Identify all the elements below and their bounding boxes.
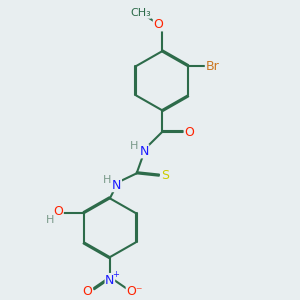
Text: O: O bbox=[184, 126, 194, 139]
Text: O: O bbox=[53, 205, 63, 218]
Text: O⁻: O⁻ bbox=[126, 285, 143, 298]
Text: N: N bbox=[140, 145, 149, 158]
Text: H: H bbox=[103, 175, 111, 185]
Text: N: N bbox=[112, 178, 122, 192]
Text: S: S bbox=[161, 169, 169, 182]
Text: Br: Br bbox=[206, 60, 219, 73]
Text: +: + bbox=[112, 270, 119, 279]
Text: CH₃: CH₃ bbox=[130, 8, 151, 18]
Text: H: H bbox=[130, 141, 138, 151]
Text: H: H bbox=[46, 214, 54, 224]
Text: O: O bbox=[82, 285, 92, 298]
Text: O: O bbox=[153, 18, 163, 31]
Text: N: N bbox=[105, 274, 115, 286]
